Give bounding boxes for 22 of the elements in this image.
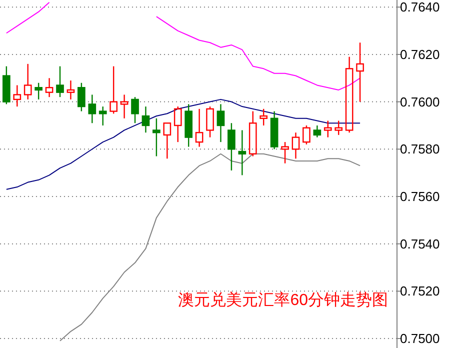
y-tick-label: 0.7560 — [400, 188, 440, 204]
y-tick-label: 0.7640 — [400, 0, 440, 15]
candlestick — [356, 42, 364, 102]
y-tick-label: 0.7580 — [400, 142, 440, 157]
candlestick — [88, 94, 96, 124]
line-series — [6, 98, 361, 190]
candlestick — [142, 106, 150, 134]
y-tick-label: 0.7600 — [400, 94, 440, 110]
y-tick-label: 0.7500 — [400, 331, 440, 346]
y-tick-label: 0.7520 — [400, 284, 440, 299]
candlestick — [238, 130, 246, 176]
y-tick-label: 0.7620 — [400, 46, 440, 62]
candlestick — [45, 78, 54, 98]
candlestick — [66, 80, 75, 100]
candlestick — [195, 108, 204, 148]
annotation: 澳元兑美元汇率60分钟走势图 — [178, 291, 388, 309]
candlestick — [152, 118, 160, 157]
y-tick-label: 0.7540 — [400, 236, 440, 252]
candlestick — [216, 104, 225, 143]
candlestick — [292, 132, 300, 160]
candlestick — [313, 124, 322, 138]
candlestick — [120, 94, 128, 119]
